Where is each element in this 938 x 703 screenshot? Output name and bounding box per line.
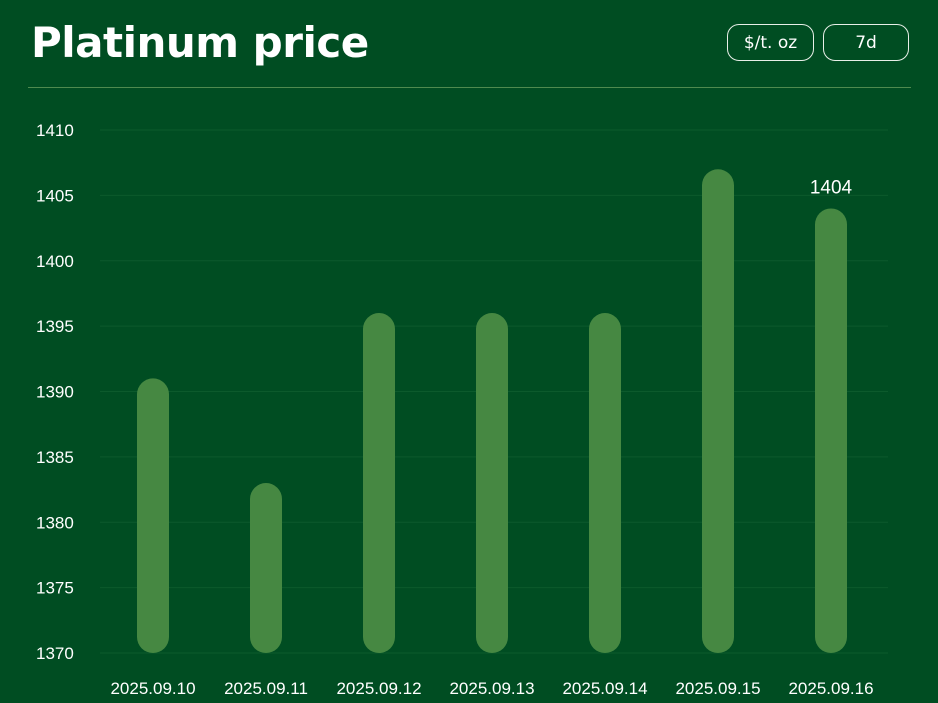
chart-header: Platinum price $/t. oz 7d <box>0 0 938 88</box>
unit-toggle-button[interactable]: $/t. oz <box>727 24 814 61</box>
y-tick-label: 1385 <box>36 448 74 467</box>
y-tick-label: 1400 <box>36 252 74 271</box>
x-tick-label: 2025.09.15 <box>675 679 760 698</box>
y-tick-label: 1375 <box>36 579 74 598</box>
x-tick-label: 2025.09.11 <box>224 679 308 698</box>
y-tick-label: 1405 <box>36 186 74 205</box>
bar-2025.09.10[interactable] <box>137 378 169 653</box>
header-divider <box>28 87 911 88</box>
range-toggle-button[interactable]: 7d <box>823 24 909 61</box>
x-tick-label: 2025.09.14 <box>562 679 647 698</box>
y-tick-label: 1380 <box>36 513 74 532</box>
bar-2025.09.11[interactable] <box>250 483 282 653</box>
bar-2025.09.16[interactable] <box>815 208 847 653</box>
x-tick-label: 2025.09.16 <box>788 679 873 698</box>
y-tick-label: 1390 <box>36 383 74 402</box>
bar-2025.09.12[interactable] <box>363 313 395 653</box>
y-axis: 1370 1375 1380 1385 1390 1395 1400 1405 1410 <box>36 121 74 663</box>
data-labels: 1404 <box>810 177 853 198</box>
x-axis: 2025.09.10 2025.09.11 2025.09.12 2025.09.13… <box>110 679 873 698</box>
bars <box>137 169 847 653</box>
bar-2025.09.13[interactable] <box>476 313 508 653</box>
y-tick-label: 1410 <box>36 121 74 140</box>
bar-2025.09.15[interactable] <box>702 169 734 653</box>
bar-value-label: 1404 <box>810 177 853 198</box>
y-tick-label: 1395 <box>36 317 74 336</box>
chart-title: Platinum price <box>31 18 369 67</box>
y-tick-label: 1370 <box>36 644 74 663</box>
bar-2025.09.14[interactable] <box>589 313 621 653</box>
x-tick-label: 2025.09.10 <box>110 679 195 698</box>
x-tick-label: 2025.09.12 <box>336 679 421 698</box>
x-tick-label: 2025.09.13 <box>449 679 534 698</box>
